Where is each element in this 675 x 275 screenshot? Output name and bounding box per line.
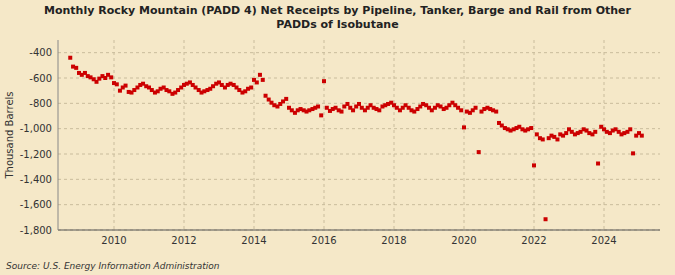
title-line: PADDs of Isobutane — [276, 18, 398, 31]
y-grid-line — [58, 179, 660, 180]
x-tick-label: 2024 — [591, 235, 616, 246]
x-grid-line — [534, 40, 535, 230]
data-point — [541, 137, 545, 141]
x-grid-line — [604, 40, 605, 230]
data-point — [109, 75, 113, 79]
x-tick-label: 2010 — [101, 235, 126, 246]
y-grid-line — [58, 230, 660, 231]
y-tick-label: -1,800 — [20, 225, 52, 236]
chart-container: Monthly Rocky Mountain (PADD 4) Net Rece… — [0, 0, 675, 275]
grid — [58, 40, 660, 230]
y-axis-label: Thousand Barrels — [4, 91, 15, 179]
y-tick-label: -800 — [29, 98, 52, 109]
x-grid-line — [184, 40, 185, 230]
x-tick-label: 2022 — [521, 235, 546, 246]
chart-svg: Monthly Rocky Mountain (PADD 4) Net Rece… — [0, 0, 675, 275]
data-point — [264, 94, 268, 98]
y-grid-line — [58, 154, 660, 155]
data-point — [596, 162, 600, 166]
data-point — [555, 137, 559, 141]
data-point — [340, 110, 344, 114]
x-grid-line — [254, 40, 255, 230]
data-point — [474, 106, 478, 110]
y-tick-label: -1,400 — [20, 174, 52, 185]
data-point — [529, 126, 533, 130]
data-point — [377, 108, 381, 112]
data-point — [351, 108, 355, 112]
data-point — [322, 79, 326, 83]
data-point — [535, 132, 539, 136]
data-point — [628, 127, 632, 131]
y-tick-label: -1,000 — [20, 123, 52, 134]
x-tick-label: 2018 — [381, 235, 406, 246]
data-point — [316, 105, 320, 109]
data-point — [593, 130, 597, 134]
data-point — [124, 84, 128, 88]
x-grid-line — [394, 40, 395, 230]
y-tick-label: -1,600 — [20, 199, 52, 210]
x-tick-label: 2020 — [451, 235, 476, 246]
y-grid-line — [58, 52, 660, 53]
data-point — [532, 163, 536, 167]
data-point — [631, 151, 635, 155]
data-points — [68, 56, 644, 222]
y-grid-line — [58, 204, 660, 205]
data-point — [462, 125, 466, 129]
data-point — [261, 78, 265, 82]
data-point — [564, 131, 568, 135]
title-line: Monthly Rocky Mountain (PADD 4) Net Rece… — [44, 4, 632, 17]
data-point — [319, 113, 323, 117]
data-point — [357, 102, 361, 106]
x-grid-line — [324, 40, 325, 230]
data-point — [74, 66, 78, 70]
x-tick-label: 2014 — [241, 235, 266, 246]
source-note: Source: U.S. Energy Information Administ… — [6, 261, 220, 271]
x-grid-line — [114, 40, 115, 230]
y-axis-line — [58, 40, 59, 230]
data-point — [477, 150, 481, 154]
data-point — [115, 82, 119, 86]
y-tick-label: -1,200 — [20, 149, 52, 160]
x-tick-label: 2012 — [171, 235, 196, 246]
ticks: -1,800 -1,600 -1,400 -1,200 -1,000 -800 -600 -4… — [20, 47, 617, 246]
data-point — [249, 86, 253, 90]
data-point — [640, 134, 644, 138]
data-point — [68, 56, 72, 60]
data-point — [544, 217, 548, 221]
data-point — [494, 110, 498, 114]
data-point — [258, 73, 262, 77]
data-point — [459, 108, 463, 112]
y-tick-label: -400 — [29, 47, 52, 58]
data-point — [255, 80, 259, 84]
data-point — [284, 97, 288, 101]
title: Monthly Rocky Mountain (PADD 4) Net Rece… — [44, 4, 632, 31]
data-point — [345, 102, 349, 106]
x-tick-label: 2016 — [311, 235, 336, 246]
x-grid-line — [464, 40, 465, 230]
y-grid-line — [58, 78, 660, 79]
y-tick-label: -600 — [29, 73, 52, 84]
x-axis-line — [58, 230, 660, 231]
